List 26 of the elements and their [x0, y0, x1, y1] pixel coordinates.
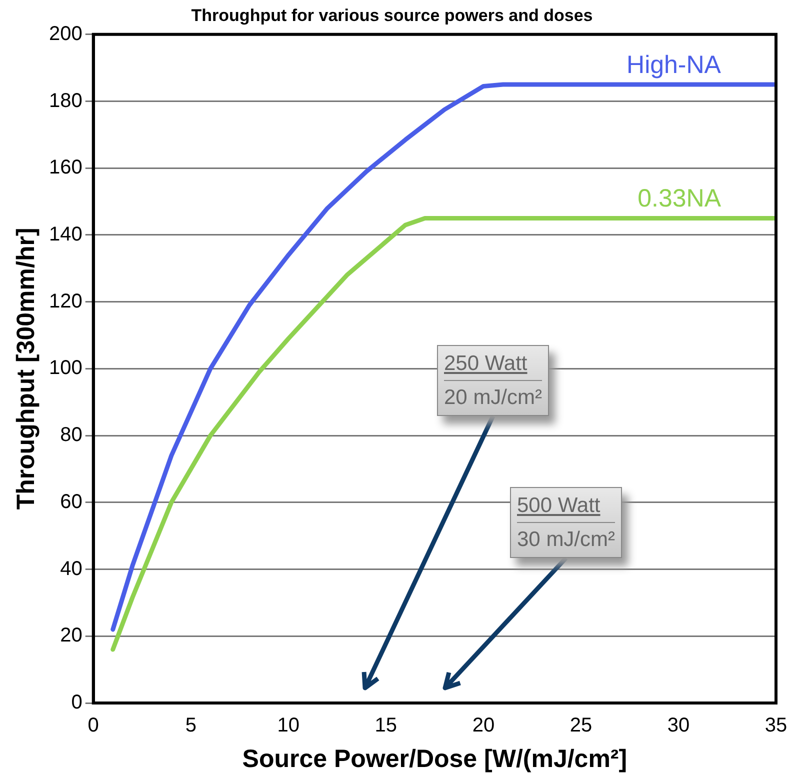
series-label: 0.33NA [638, 184, 722, 213]
y-tick-label: 120 [48, 290, 82, 312]
x-tick-label: 5 [185, 714, 196, 737]
y-axis-title: Throughput [300mm/hr] [12, 228, 40, 510]
x-tick-label: 0 [88, 714, 99, 737]
x-tick-label: 20 [472, 714, 495, 737]
y-tick-label: 100 [48, 357, 82, 380]
y-tick-label: 0 [71, 692, 82, 714]
x-tick-label: 25 [570, 714, 592, 737]
series-label: High-NA [626, 50, 722, 79]
y-tick-label: 60 [60, 490, 82, 513]
chart-title: Throughput for various source powers and doses [191, 6, 593, 25]
y-tick-label: 40 [60, 558, 82, 580]
x-tick-label: 10 [277, 714, 300, 737]
y-tick-label: 160 [48, 156, 82, 179]
x-tick-label: 35 [764, 714, 788, 737]
y-tick-label: 200 [48, 22, 82, 45]
y-tick-label: 140 [48, 223, 82, 246]
y-tick-label: 20 [60, 624, 82, 647]
x-tick-label: 30 [667, 714, 690, 737]
annotation: 250 Watt 20 mJ/cm² [444, 351, 542, 411]
y-tick-label: 180 [48, 90, 82, 112]
annotation: 500 Watt 30 mJ/cm² [517, 493, 616, 553]
x-axis-title: Source Power/Dose [W/(mJ/cm²] [242, 744, 628, 773]
x-tick-label: 15 [374, 714, 398, 737]
y-tick-label: 80 [60, 424, 82, 446]
